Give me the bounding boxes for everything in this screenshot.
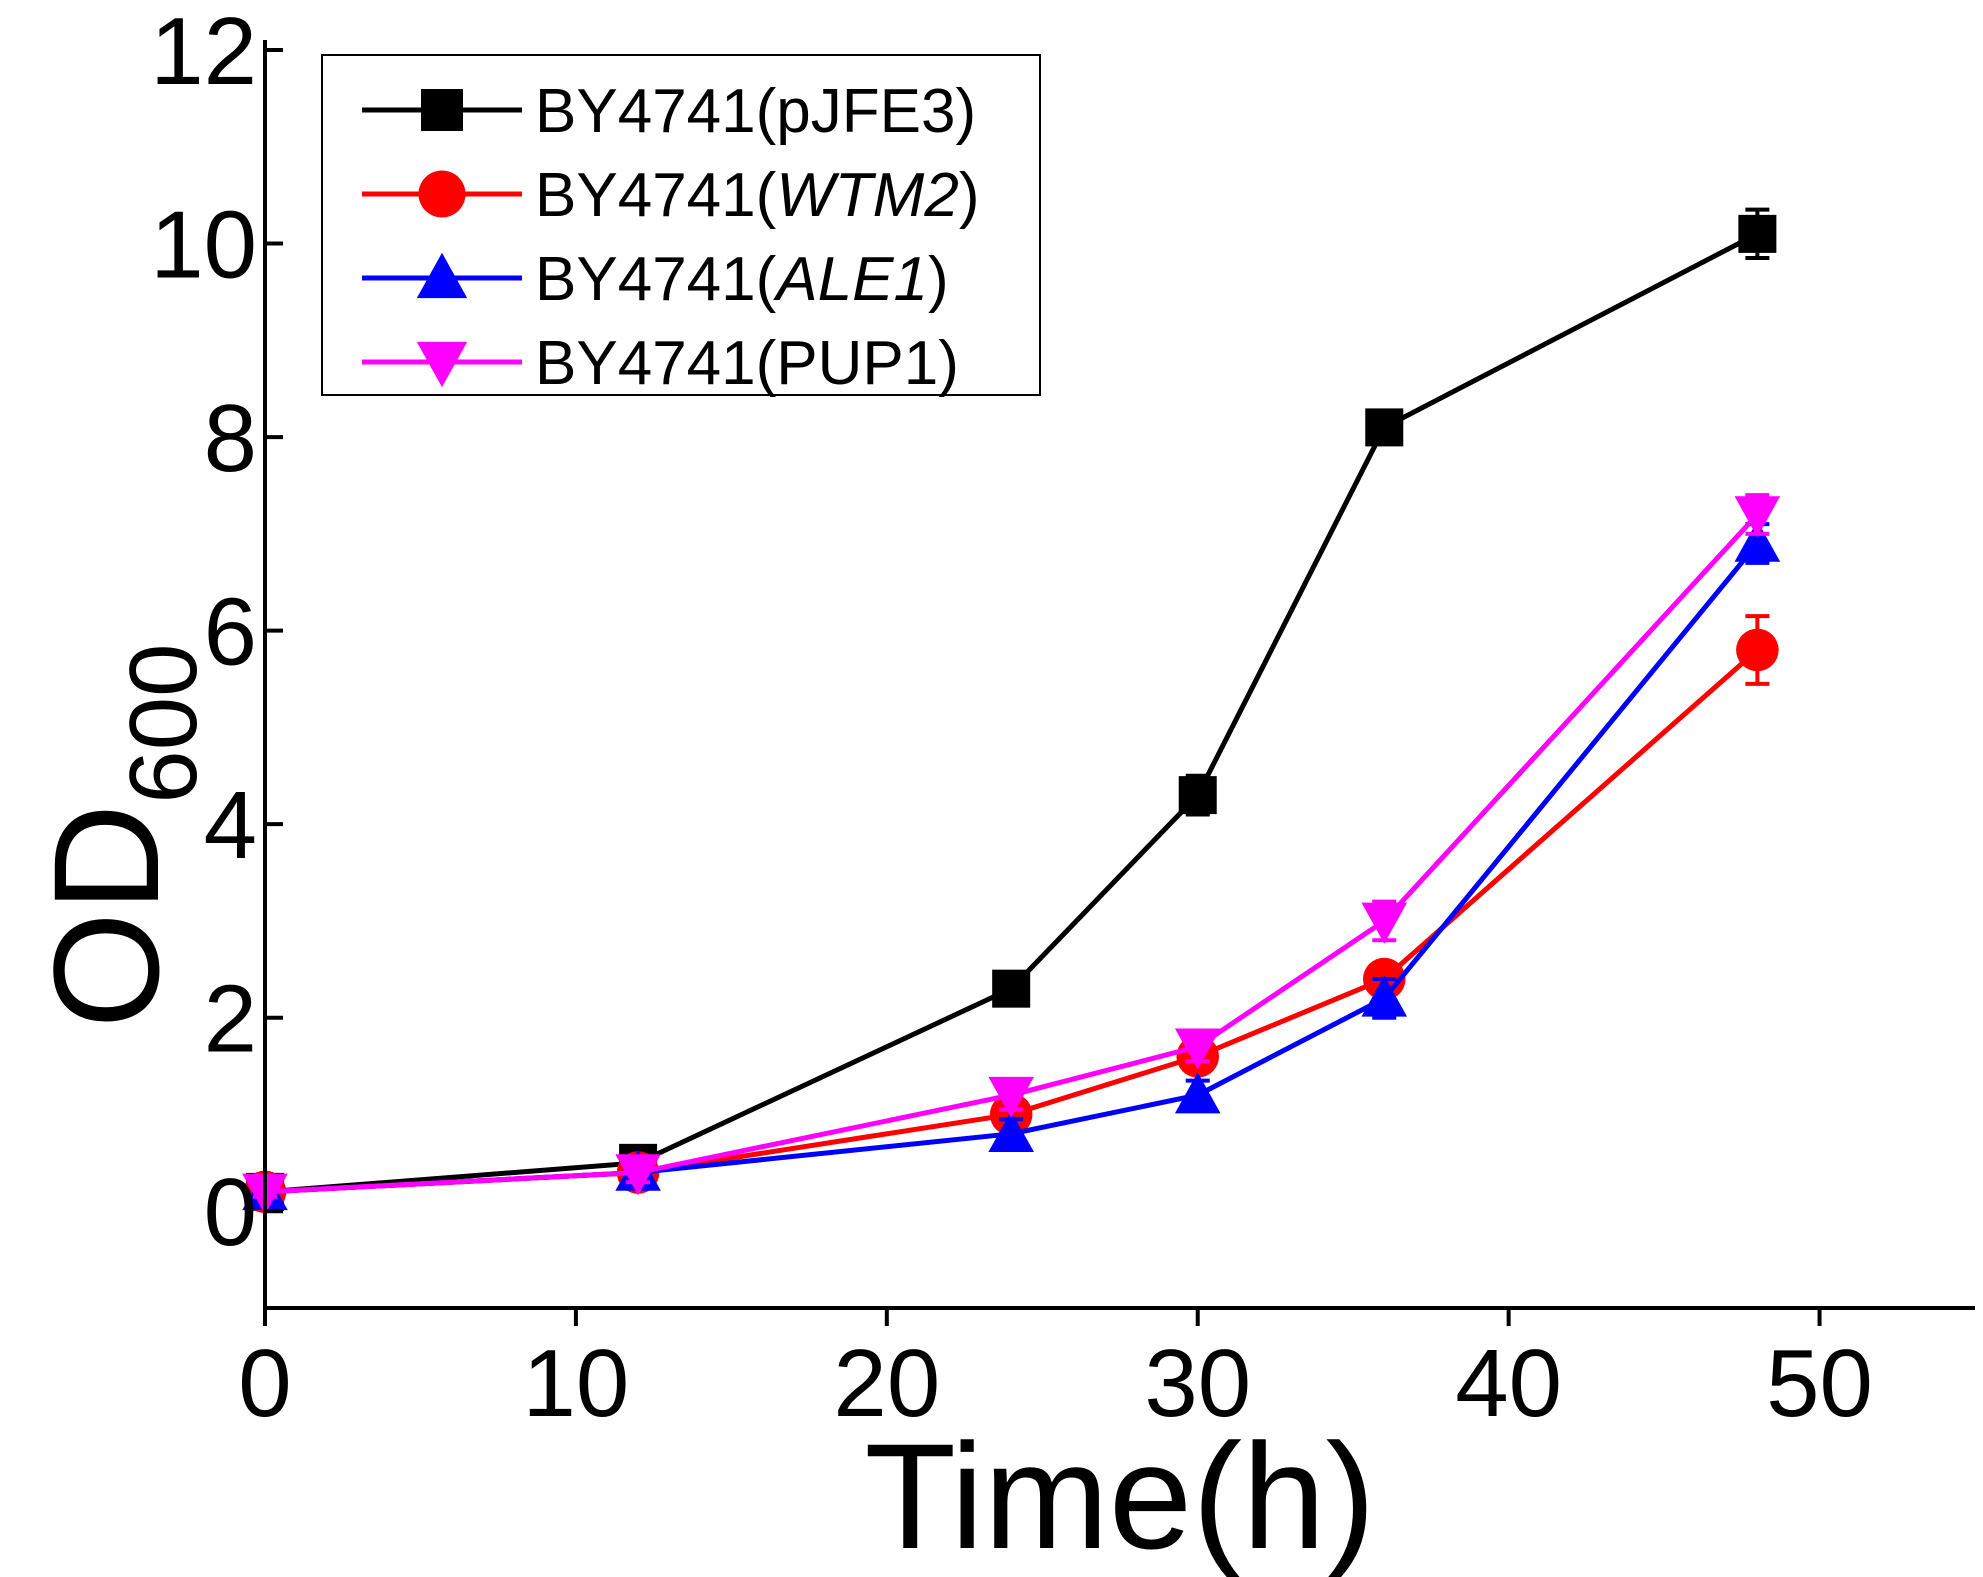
data-point (615, 1154, 661, 1196)
legend-marker (418, 170, 466, 218)
data-point (1734, 496, 1781, 538)
data-point (992, 969, 1031, 1008)
legend-label: BY4741(ALE1) (535, 245, 949, 314)
legend-label-prefix: BY4741( (535, 77, 777, 146)
x-axis-title: Time(h) (864, 1412, 1375, 1577)
data-point (988, 1111, 1034, 1153)
legend-label-gene: pJFE3 (776, 77, 955, 146)
legend-label-suffix: ) (928, 245, 949, 314)
data-point (1174, 1028, 1221, 1070)
x-tick-label: 10 (523, 1330, 630, 1437)
data-point (1178, 776, 1217, 815)
y-tick-label: 2 (204, 966, 257, 1073)
legend-label-gene: PUP1 (776, 329, 938, 398)
legend-marker (416, 252, 468, 299)
legend-label-gene: WTM2 (776, 161, 959, 230)
legend-label-suffix: ) (938, 329, 959, 398)
data-point (1361, 902, 1408, 944)
x-tick-label: 0 (238, 1330, 291, 1437)
axis-labels-layer: Time(h) OD600 (22, 643, 1376, 1577)
svg-text:OD600: OD600 (22, 643, 217, 1028)
y-axis-title-main: OD (22, 804, 190, 1029)
data-point (1365, 408, 1404, 447)
x-tick-label: 50 (1766, 1330, 1873, 1437)
data-point (1738, 214, 1777, 253)
legend-marker (416, 341, 468, 388)
legend-label: BY4741(PUP1) (535, 329, 959, 398)
x-tick-label: 40 (1455, 1330, 1562, 1437)
legend-item: BY4741(ALE1) (362, 245, 949, 314)
y-axis-title-subscript: 600 (110, 643, 217, 803)
y-tick-label: 8 (204, 385, 257, 492)
legend-item: BY4741(PUP1) (362, 329, 959, 398)
y-tick-label: 0 (204, 1159, 257, 1266)
legend-marker (421, 89, 463, 131)
data-point (988, 1076, 1034, 1118)
y-tick-label: 4 (204, 772, 257, 879)
legend-item: BY4741(WTM2) (362, 161, 979, 230)
series-line (264, 231, 1759, 1195)
legend-label-prefix: BY4741( (535, 329, 777, 398)
x-tick-label: 20 (833, 1330, 940, 1437)
legend-label-prefix: BY4741( (535, 245, 777, 314)
legend-label: BY4741(pJFE3) (535, 77, 976, 146)
legend-label-suffix: ) (959, 161, 980, 230)
series-3 (242, 493, 1781, 1215)
legend-item: BY4741(pJFE3) (362, 77, 976, 146)
data-point (1734, 520, 1781, 562)
series-line (264, 512, 1760, 1195)
series-layer (242, 207, 1781, 1215)
y-tick-label: 6 (204, 579, 257, 686)
legend-label-suffix: ) (955, 77, 976, 146)
axes-layer: 0 10 20 30 40 50 0 2 4 6 8 10 12 (150, 0, 1975, 1437)
x-tick-label: 30 (1144, 1330, 1251, 1437)
y-tick-label: 10 (150, 192, 257, 299)
legend: BY4741(pJFE3)BY4741(WTM2)BY4741(ALE1)BY4… (321, 54, 1041, 398)
legend-label: BY4741(WTM2) (535, 161, 979, 230)
y-tick-label: 12 (150, 0, 257, 105)
data-point (1174, 1072, 1221, 1114)
data-point (1361, 975, 1408, 1017)
legend-label-prefix: BY4741( (535, 161, 777, 230)
y-axis-title: OD600 (22, 643, 217, 1028)
data-point (1736, 628, 1779, 672)
legend-label-gene: ALE1 (772, 245, 928, 314)
